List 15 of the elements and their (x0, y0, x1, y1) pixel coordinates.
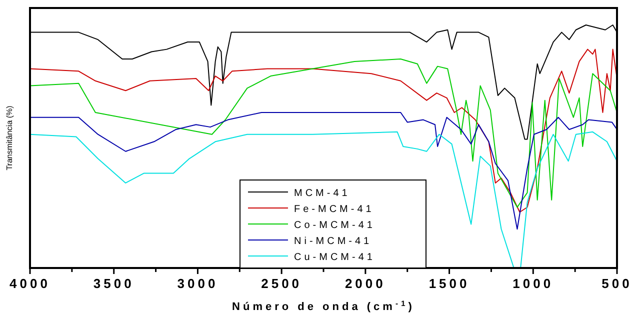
legend-label: Cu-MCM-41 (294, 252, 376, 263)
legend-label: Co-MCM-41 (294, 220, 376, 231)
legend-label: Ni-MCM-41 (294, 236, 372, 247)
x-tick-label: 2500 (261, 276, 302, 291)
y-axis-title: Transmitância (%) (5, 105, 14, 170)
x-tick-label: 500 (602, 276, 632, 291)
legend-label: Fe-MCM-41 (294, 204, 374, 215)
x-tick-label: 3000 (177, 276, 218, 291)
x-tick-label: 1500 (428, 276, 470, 291)
x-tick-label: 4000 (10, 276, 50, 291)
legend-label: MCM-41 (294, 188, 350, 199)
x-tick-label: 1000 (512, 276, 554, 291)
x-axis-title: Número de onda (cm$^{-1}$) (232, 298, 415, 313)
x-tick-label: 2000 (344, 276, 386, 291)
x-tick-label: 3500 (93, 276, 134, 291)
